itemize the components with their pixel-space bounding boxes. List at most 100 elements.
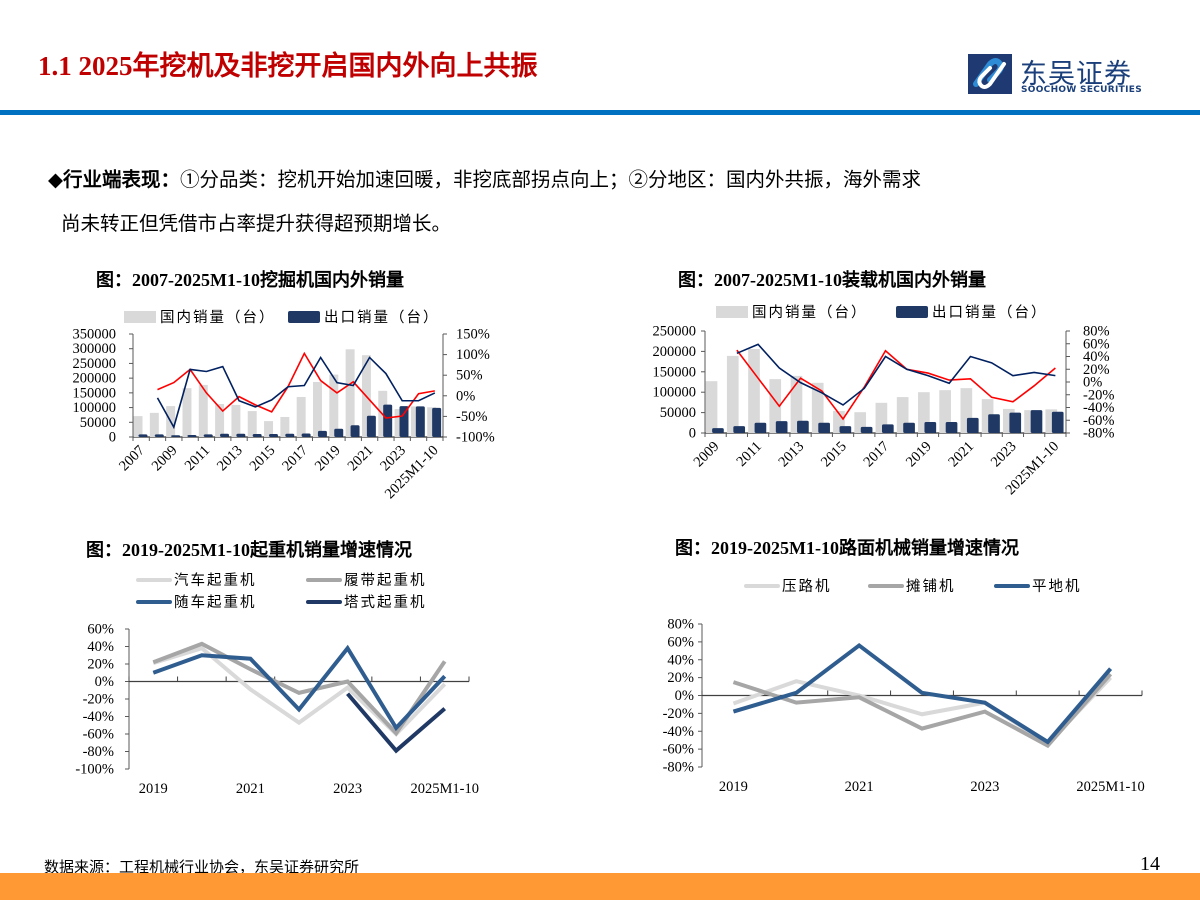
y-tick-label-right: -60% bbox=[1083, 413, 1114, 429]
bar-export bbox=[350, 425, 360, 437]
series-line-3 bbox=[346, 692, 447, 754]
bar-domestic bbox=[427, 407, 437, 437]
x-tick-label: 2009 bbox=[691, 439, 723, 471]
y-tick-label-right: -100% bbox=[456, 430, 495, 446]
bar-domestic bbox=[939, 390, 951, 433]
y-tick-label: -80% bbox=[83, 744, 114, 760]
y-tick-label-left: 200000 bbox=[653, 344, 697, 360]
x-tick-label: 2017 bbox=[279, 443, 311, 475]
bar-export bbox=[138, 434, 148, 437]
x-tick-label: 2025M1-10 bbox=[1076, 779, 1144, 795]
y-tick-label-left: 150000 bbox=[73, 385, 117, 401]
bullet-text-2: 尚未转正但凭借市占率提升获得超预期增长。 bbox=[61, 212, 452, 235]
legend-label: 履带起重机 bbox=[344, 572, 427, 589]
legend-label: 出口销量（台） bbox=[324, 309, 440, 326]
bar-domestic bbox=[264, 421, 274, 437]
bar-domestic bbox=[329, 374, 339, 437]
y-tick-label: -100% bbox=[75, 762, 114, 778]
y-tick-label-right: 0% bbox=[1083, 375, 1102, 391]
y-tick-label-left: 100000 bbox=[73, 400, 117, 416]
x-tick-label: 2009 bbox=[149, 443, 181, 475]
y-tick-label-right: 0% bbox=[456, 388, 475, 404]
y-tick-label: 20% bbox=[667, 670, 694, 686]
bar-export bbox=[399, 406, 409, 437]
y-tick-label: -20% bbox=[663, 706, 694, 722]
bar-export bbox=[220, 433, 230, 437]
bullet-marker: ◆ bbox=[48, 168, 63, 191]
legend-label: 摊铺机 bbox=[906, 578, 956, 595]
x-tick-label: 2023 bbox=[970, 779, 999, 795]
bar-export bbox=[1051, 411, 1064, 433]
bar-export bbox=[754, 422, 767, 433]
bar-domestic bbox=[790, 375, 803, 433]
y-tick-label: -80% bbox=[663, 760, 694, 776]
y-tick-label-right: -80% bbox=[1083, 426, 1114, 442]
bar-export bbox=[775, 421, 788, 433]
y-tick-label-left: 250000 bbox=[653, 324, 697, 340]
y-tick-label: 40% bbox=[667, 652, 694, 668]
bar-export bbox=[1030, 410, 1043, 433]
y-tick-label-left: 250000 bbox=[73, 356, 117, 372]
y-tick-label-left: 350000 bbox=[73, 327, 117, 343]
bar-export bbox=[903, 422, 915, 433]
x-tick-label: 2015 bbox=[818, 439, 850, 471]
x-tick-label: 2007 bbox=[116, 443, 148, 475]
bar-export bbox=[383, 404, 393, 437]
y-tick-label-left: 50000 bbox=[660, 405, 696, 421]
y-tick-label: -60% bbox=[83, 727, 114, 743]
bar-export bbox=[415, 406, 425, 437]
bar-domestic bbox=[1045, 409, 1058, 433]
legend-label: 随车起重机 bbox=[174, 594, 257, 611]
legend-swatch bbox=[124, 311, 156, 323]
legend-label: 汽车起重机 bbox=[174, 572, 257, 589]
bar-export bbox=[154, 434, 164, 437]
bar-domestic bbox=[133, 416, 143, 437]
bar-domestic bbox=[726, 355, 739, 433]
legend-swatch bbox=[716, 306, 748, 318]
y-tick-label-right: 40% bbox=[1083, 349, 1110, 365]
y-tick-label-right: -40% bbox=[1083, 400, 1114, 416]
line-export-yoy bbox=[736, 343, 1056, 406]
chart-title-road-machinery: 图：2019-2025M1-10路面机械销量增速情况 bbox=[675, 538, 1019, 558]
y-tick-label: -60% bbox=[663, 742, 694, 758]
bar-export bbox=[712, 428, 724, 433]
header-divider bbox=[0, 110, 1200, 115]
y-tick-label: 0% bbox=[95, 674, 114, 690]
x-tick-label: 2023 bbox=[333, 781, 362, 797]
bar-export bbox=[171, 435, 181, 437]
bar-export bbox=[187, 434, 197, 437]
bar-export bbox=[268, 434, 278, 437]
y-tick-label-right: 20% bbox=[1083, 362, 1110, 378]
legend-label: 压路机 bbox=[782, 578, 832, 595]
bar-domestic bbox=[149, 412, 159, 437]
bar-export bbox=[366, 415, 376, 437]
bar-domestic bbox=[394, 409, 404, 437]
bar-export bbox=[301, 433, 311, 437]
y-tick-label: 60% bbox=[87, 622, 114, 638]
legend-label: 出口销量（台） bbox=[932, 304, 1048, 321]
bar-domestic bbox=[896, 397, 909, 433]
bar-export bbox=[334, 428, 344, 437]
legend-swatch bbox=[288, 311, 320, 323]
bar-domestic bbox=[981, 399, 994, 433]
y-tick-label: 20% bbox=[87, 657, 114, 673]
y-tick-label: 40% bbox=[87, 639, 114, 655]
legend-label: 国内销量（台） bbox=[160, 309, 276, 326]
y-tick-label-left: 300000 bbox=[73, 341, 117, 357]
y-tick-label: 60% bbox=[667, 634, 694, 650]
bar-export bbox=[203, 434, 213, 437]
series-line-1 bbox=[152, 641, 447, 737]
page-title: 1.1 2025年挖机及非挖开启国内外向上共振 bbox=[38, 51, 538, 81]
bar-domestic bbox=[247, 411, 257, 437]
y-tick-label: -40% bbox=[663, 724, 694, 740]
bar-export bbox=[1009, 412, 1022, 433]
y-tick-label-left: 0 bbox=[689, 426, 696, 442]
bar-domestic bbox=[1024, 410, 1036, 433]
x-tick-label: 2019 bbox=[719, 779, 748, 795]
bar-export bbox=[860, 426, 873, 433]
bar-domestic bbox=[280, 416, 290, 437]
bar-domestic bbox=[748, 348, 760, 433]
x-tick-label: 2011 bbox=[182, 443, 213, 474]
x-tick-label: 2013 bbox=[214, 443, 246, 475]
